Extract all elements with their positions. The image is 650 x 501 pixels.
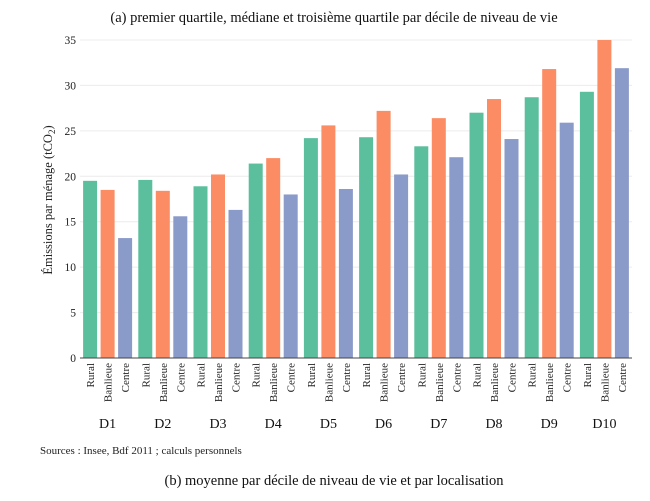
x-series-label: Rural — [251, 363, 263, 387]
x-series-label: Rural — [527, 363, 539, 387]
chart-caption: (b) moyenne par décile de niveau de vie … — [165, 473, 505, 489]
x-series-label: Centre — [617, 363, 629, 392]
x-series-label: Banlieue — [379, 363, 391, 402]
x-series-label: Rural — [85, 363, 97, 387]
bar — [100, 189, 115, 358]
bar — [173, 216, 188, 358]
x-category-label: D6 — [375, 417, 392, 432]
x-series-label: Rural — [416, 363, 428, 387]
bar — [469, 112, 484, 358]
chart-title: (a) premier quartile, médiane et troisiè… — [110, 10, 557, 26]
x-series-label: Rural — [472, 363, 484, 387]
x-series-label: Banlieue — [213, 363, 225, 402]
bar — [542, 69, 557, 359]
y-tick-label: 10 — [65, 262, 77, 274]
bar — [431, 118, 446, 358]
bar — [138, 179, 153, 358]
y-tick-label: 35 — [65, 35, 77, 47]
bar — [211, 174, 225, 358]
bar — [321, 125, 336, 358]
x-category-label: D10 — [592, 417, 616, 432]
bar — [83, 180, 98, 358]
bar — [359, 137, 374, 358]
y-tick-label: 30 — [65, 80, 77, 92]
x-series-label: Centre — [286, 363, 298, 392]
x-series-label: Rural — [306, 363, 318, 387]
x-series-label: Banlieue — [489, 363, 501, 402]
bar — [394, 174, 409, 358]
x-category-label: D7 — [430, 417, 447, 432]
source-note: Sources : Insee, Bdf 2011 ; calculs pers… — [40, 445, 242, 457]
y-tick-label: 20 — [65, 171, 77, 183]
x-category-label: D9 — [541, 417, 558, 432]
bar — [504, 139, 519, 358]
x-series-label: Rural — [196, 363, 208, 387]
y-tick-label: 25 — [65, 126, 77, 138]
x-series-label: Rural — [361, 363, 373, 387]
x-series-label: Banlieue — [158, 363, 170, 402]
y-tick-label: 15 — [65, 217, 77, 229]
x-series-label: Centre — [507, 363, 519, 392]
bar — [487, 99, 501, 359]
x-series-label: Rural — [582, 363, 594, 387]
x-series-label: Centre — [231, 363, 243, 392]
x-series-label: Centre — [396, 363, 408, 392]
x-series-label: Banlieue — [434, 363, 446, 402]
x-series-label: Banlieue — [268, 363, 280, 402]
x-series-label: Banlieue — [599, 363, 611, 402]
bar — [597, 40, 612, 358]
x-series-label: Banlieue — [323, 363, 335, 402]
bar — [614, 68, 629, 358]
x-series-label: Centre — [341, 363, 353, 392]
x-category-label: D8 — [485, 417, 502, 432]
bar — [524, 97, 539, 359]
y-tick-label: 5 — [70, 308, 76, 320]
x-series-label: Centre — [562, 363, 574, 392]
y-tick-label: 0 — [70, 353, 76, 365]
bar — [579, 91, 594, 358]
bar — [118, 238, 133, 358]
x-series-label: Banlieue — [544, 363, 556, 402]
x-category-label: D1 — [99, 417, 116, 432]
x-series-label: Centre — [451, 363, 463, 392]
bar — [155, 190, 170, 358]
x-category-label: D4 — [265, 417, 282, 432]
bar — [376, 110, 391, 359]
bar — [449, 157, 464, 358]
bar — [414, 146, 429, 358]
x-series-label: Centre — [175, 363, 187, 392]
x-series-label: Banlieue — [103, 363, 115, 402]
x-category-label: D5 — [320, 417, 337, 432]
bar — [193, 186, 208, 358]
bar — [559, 122, 574, 359]
x-category-label: D2 — [154, 417, 171, 432]
x-series-label: Rural — [140, 363, 152, 387]
bar — [338, 189, 353, 358]
plot-area: 0 5 10 15 20 25 30 35 Rural Banlieue Centre D1 Rural… — [65, 35, 632, 432]
bar — [248, 163, 263, 358]
bar — [283, 194, 298, 358]
x-category-label: D3 — [209, 417, 226, 432]
bar — [303, 138, 318, 358]
y-axis-label: Émissions par ménage (tCO2) — [41, 125, 57, 274]
bar — [266, 158, 281, 358]
bar — [228, 209, 243, 358]
x-series-label: Centre — [120, 363, 132, 392]
